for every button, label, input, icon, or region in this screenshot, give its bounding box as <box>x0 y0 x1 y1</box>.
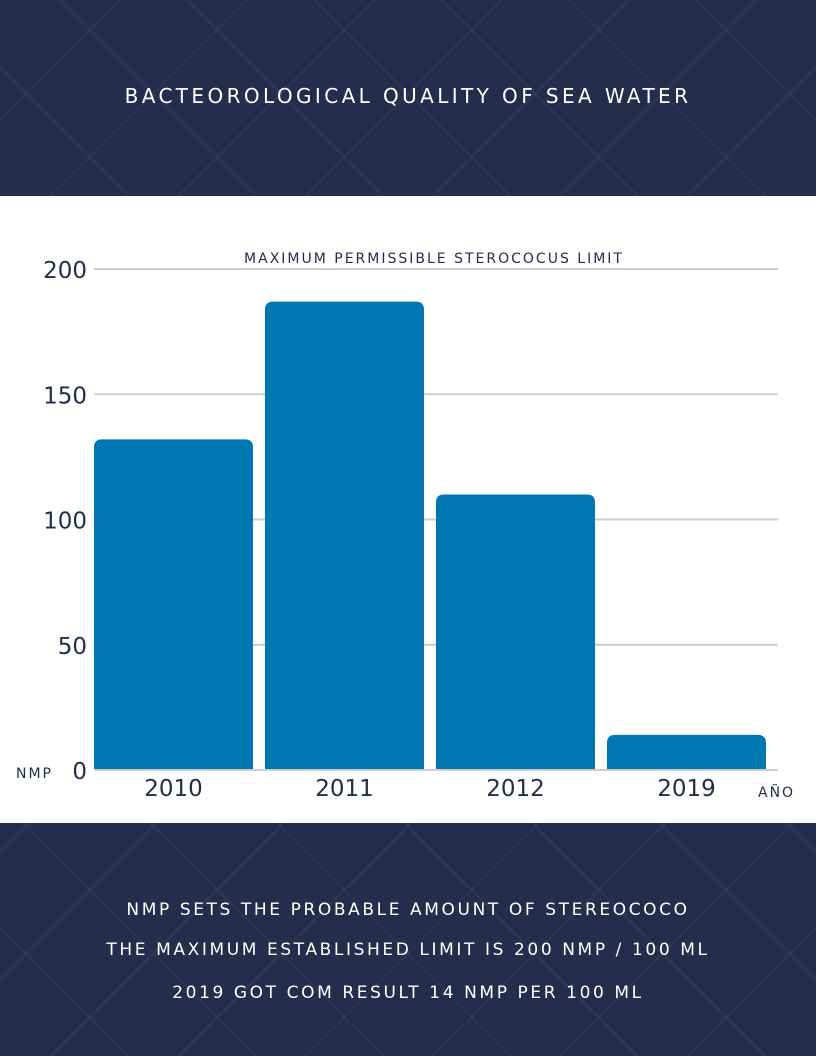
bar-2012 <box>436 494 595 770</box>
footer-band <box>0 823 816 1056</box>
bar-2011 <box>265 301 424 770</box>
y-tick-label: 50 <box>58 634 87 660</box>
x-tick-label: 2010 <box>144 776 203 802</box>
chart-canvas: 0 50 100 150 200 2010 2011 2012 2019 MAXIMUM PERM… <box>16 251 795 802</box>
footer-note-2019-result: 2019 GOT COM RESULT 14 NMP PER 100 ML <box>172 983 644 1003</box>
bar-2010 <box>94 439 253 770</box>
y-tick-label: 0 <box>72 759 87 785</box>
y-tick-label: 150 <box>43 383 87 409</box>
x-axis-label: AÑO <box>758 784 795 801</box>
x-tick-label: 2019 <box>657 776 716 802</box>
footer-note-nmp-definition: NMP SETS THE PROBABLE AMOUNT OF STEREOCO… <box>126 900 690 920</box>
page-title: BACTEOROLOGICAL QUALITY OF SEA WATER <box>124 84 692 108</box>
bar-chart: 0 50 100 150 200 2010 2011 2012 2019 MAXIMUM PERM… <box>0 196 816 823</box>
y-axis-label: NMP <box>16 766 53 782</box>
footer-note-limit: THE MAXIMUM ESTABLISHED LIMIT IS 200 NMP… <box>106 940 710 960</box>
bar-2019 <box>607 734 766 770</box>
y-tick-label: 200 <box>43 258 87 284</box>
x-tick-label: 2012 <box>486 776 545 802</box>
x-tick-label: 2011 <box>315 776 374 802</box>
chart-title: MAXIMUM PERMISSIBLE STEROCOCUS LIMIT <box>244 251 624 267</box>
y-tick-label: 100 <box>43 509 87 535</box>
header-band: BACTEOROLOGICAL QUALITY OF SEA WATER <box>0 0 816 196</box>
